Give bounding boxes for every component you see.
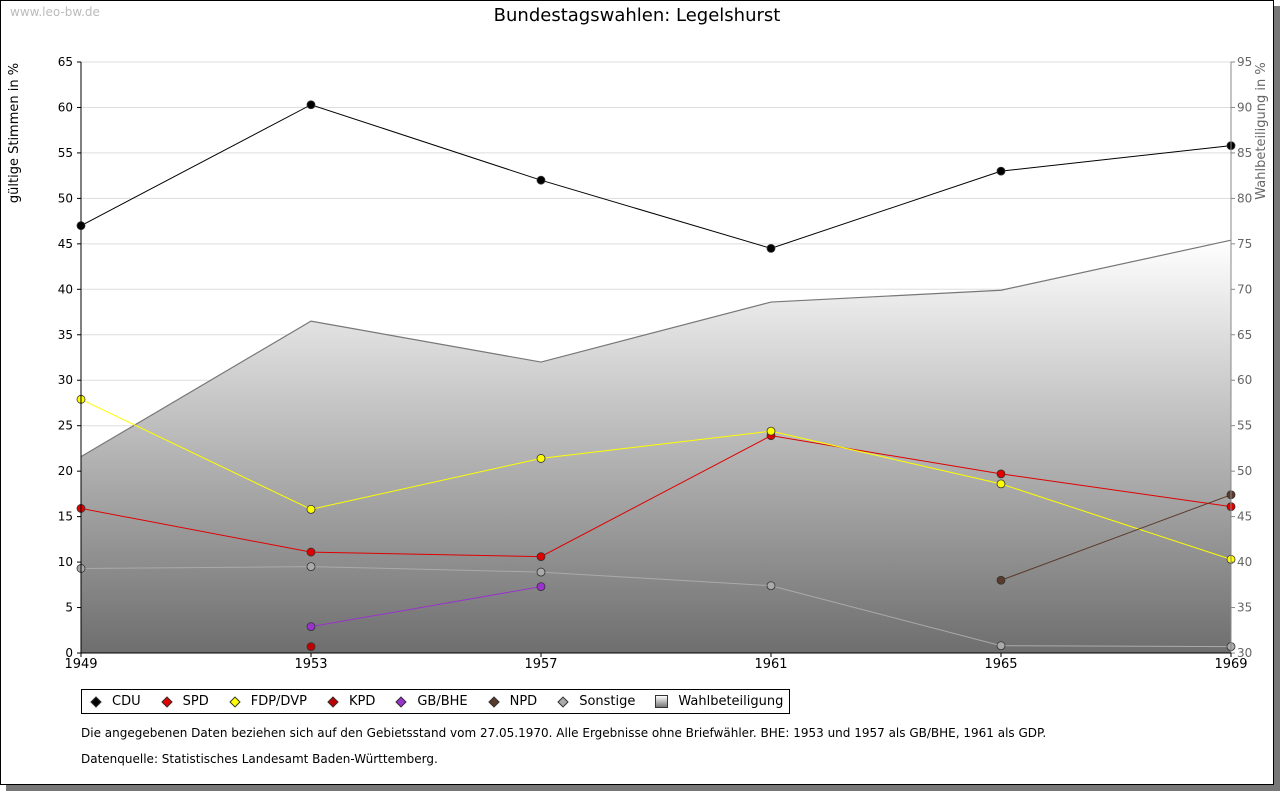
- legend-label: CDU: [112, 694, 141, 709]
- y2-axis-label: Wahlbeteiligung in %: [1254, 62, 1269, 199]
- line-gb-bhe: [310, 586, 542, 628]
- legend-marker: [655, 695, 669, 708]
- point-fdp-dvp: [996, 479, 1006, 489]
- y-tick-label: 60: [58, 100, 73, 114]
- legend-item: Wahlbeteiligung: [653, 694, 783, 709]
- legend-marker: [90, 695, 102, 708]
- legend-item: Sonstige: [555, 694, 635, 709]
- point-sonstige: [996, 641, 1006, 651]
- legend-label: FDP/DVP: [250, 694, 307, 709]
- y2-tick-label: 95: [1237, 55, 1252, 69]
- point-sonstige: [766, 581, 776, 591]
- point-kpd: [306, 642, 316, 652]
- y2-tick-label: 35: [1237, 601, 1252, 615]
- point-cdu: [536, 175, 546, 185]
- point-gb-bhe: [306, 622, 316, 632]
- legend-label: KPD: [348, 694, 376, 709]
- y2-tick-label: 85: [1237, 146, 1252, 160]
- x-tick-label: 1969: [1214, 657, 1247, 672]
- legend-marker: [160, 695, 173, 708]
- y-tick-label: 55: [58, 146, 73, 160]
- legend-marker: [557, 695, 569, 708]
- legend-marker: [229, 695, 241, 708]
- y-axis-label: gültige Stimmen in %: [7, 63, 22, 203]
- y-tick-label: 10: [58, 555, 73, 569]
- y2-tick-label: 80: [1237, 191, 1252, 205]
- x-tick-label: 1949: [64, 657, 97, 672]
- legend: CDU SPD FDP/DVP KPD GB/BHE NPD Sonstige Wahlbet…: [81, 689, 791, 714]
- y-tick-label: 35: [58, 328, 73, 342]
- legend-label: SPD: [182, 694, 209, 709]
- y-tick-label: 65: [58, 55, 73, 69]
- y-tick-label: 0: [65, 646, 73, 660]
- y2-tick-label: 50: [1237, 464, 1252, 478]
- legend-item: KPD: [325, 694, 375, 709]
- point-sonstige: [306, 562, 316, 572]
- y-tick-label: 40: [58, 282, 73, 296]
- point-fdp-dvp: [306, 504, 316, 514]
- legend-label: Sonstige: [579, 694, 636, 709]
- point-fdp-dvp: [766, 426, 776, 436]
- area-wahlbeteiligung: [81, 240, 1231, 653]
- legend-marker: [327, 695, 339, 708]
- line-sonstige: [80, 566, 1232, 648]
- y-tick-label: 25: [58, 419, 73, 433]
- y2-tick-label: 70: [1237, 282, 1252, 296]
- y2-tick-label: 30: [1237, 646, 1252, 660]
- y2-tick-label: 55: [1237, 419, 1252, 433]
- line-fdp-dvp: [80, 398, 1232, 560]
- y2-tick-label: 90: [1237, 100, 1252, 114]
- y-tick-label: 45: [58, 237, 73, 251]
- chart-title: Bundestagswahlen: Legelshurst: [493, 5, 781, 26]
- y2-tick-label: 75: [1237, 237, 1252, 251]
- point-cdu: [306, 100, 316, 110]
- legend-item: GB/BHE: [393, 694, 468, 709]
- line-wahlbeteiligung: [80, 239, 1232, 458]
- legend-label: GB/BHE: [417, 694, 468, 709]
- note-datenquelle: Datenquelle: Statistisches Landesamt Bad…: [81, 752, 438, 766]
- legend-item: FDP/DVP: [227, 694, 307, 709]
- point-spd: [996, 469, 1006, 479]
- line-spd: [80, 435, 1232, 558]
- x-tick-label: 1957: [524, 657, 557, 672]
- legend-marker: [395, 695, 407, 708]
- point-spd: [306, 547, 316, 557]
- x-tick-label: 1953: [294, 657, 327, 672]
- line-cdu: [80, 104, 1232, 249]
- legend-marker: [487, 695, 500, 708]
- legend-label: Wahlbeteiligung: [678, 694, 784, 709]
- y2-tick-label: 60: [1237, 373, 1252, 387]
- point-spd: [536, 552, 546, 562]
- legend-item: SPD: [159, 694, 209, 709]
- legend-item: CDU: [88, 694, 141, 709]
- x-tick-label: 1965: [984, 657, 1017, 672]
- legend-item: NPD: [486, 694, 538, 709]
- point-fdp-dvp: [536, 454, 546, 463]
- y-tick-label: 20: [58, 464, 73, 478]
- x-tick-label: 1961: [754, 657, 787, 672]
- chart-svg: 0 5 10 15 20 25 30 35 40 45 50 55 60 65 30 35 40 45 50 55 60…: [7, 55, 1269, 672]
- watermark: www.leo-bw.de: [10, 5, 100, 19]
- legend-label: NPD: [509, 694, 538, 709]
- y2-tick-label: 40: [1237, 555, 1252, 569]
- y-tick-label: 50: [58, 191, 73, 205]
- point-cdu: [996, 166, 1006, 176]
- note-gebietsstand: Die angegebenen Daten beziehen sich auf …: [81, 726, 1047, 740]
- y-tick-label: 5: [65, 601, 73, 615]
- point-sonstige: [536, 567, 546, 577]
- point-cdu: [766, 243, 776, 253]
- y2-tick-label: 65: [1237, 328, 1252, 342]
- point-gb-bhe: [536, 582, 546, 592]
- line-npd: [1000, 494, 1232, 581]
- point-npd: [996, 575, 1006, 585]
- y2-tick-label: 45: [1237, 510, 1252, 524]
- y-tick-label: 30: [58, 373, 73, 387]
- y-tick-label: 15: [58, 510, 73, 524]
